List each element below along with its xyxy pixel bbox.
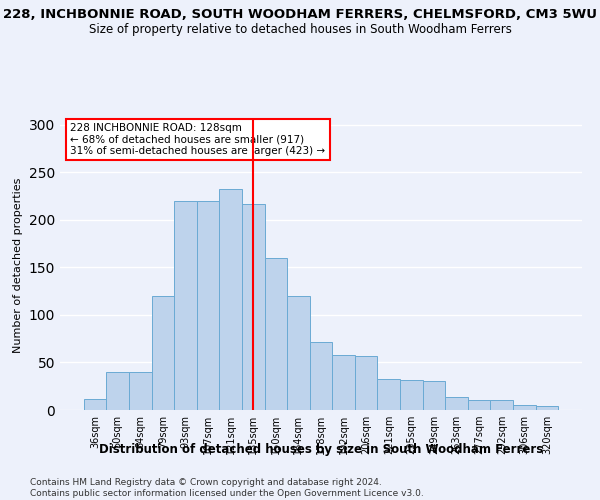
Bar xyxy=(355,356,377,410)
Bar xyxy=(287,296,310,410)
Bar xyxy=(400,380,422,410)
Text: 228, INCHBONNIE ROAD, SOUTH WOODHAM FERRERS, CHELMSFORD, CM3 5WU: 228, INCHBONNIE ROAD, SOUTH WOODHAM FERR… xyxy=(3,8,597,20)
Bar xyxy=(332,355,355,410)
Text: Distribution of detached houses by size in South Woodham Ferrers: Distribution of detached houses by size … xyxy=(99,442,543,456)
Text: Contains HM Land Registry data © Crown copyright and database right 2024.
Contai: Contains HM Land Registry data © Crown c… xyxy=(30,478,424,498)
Bar xyxy=(84,398,106,410)
Bar xyxy=(220,190,242,410)
Bar xyxy=(106,372,129,410)
Bar xyxy=(445,396,468,410)
Bar xyxy=(310,342,332,410)
Bar xyxy=(265,258,287,410)
Bar xyxy=(468,400,490,410)
Text: 228 INCHBONNIE ROAD: 128sqm
← 68% of detached houses are smaller (917)
31% of se: 228 INCHBONNIE ROAD: 128sqm ← 68% of det… xyxy=(70,123,326,156)
Bar xyxy=(197,201,220,410)
Bar xyxy=(490,400,513,410)
Text: Size of property relative to detached houses in South Woodham Ferrers: Size of property relative to detached ho… xyxy=(89,22,511,36)
Bar xyxy=(242,204,265,410)
Bar xyxy=(152,296,174,410)
Bar xyxy=(513,405,536,410)
Bar xyxy=(422,382,445,410)
Bar xyxy=(129,372,152,410)
Bar xyxy=(377,378,400,410)
Bar xyxy=(536,406,558,410)
Y-axis label: Number of detached properties: Number of detached properties xyxy=(13,178,23,352)
Bar xyxy=(174,201,197,410)
